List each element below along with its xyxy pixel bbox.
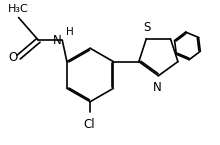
Text: H: H [66,27,74,37]
Text: S: S [144,21,151,34]
Text: O: O [8,51,17,64]
Text: N: N [153,81,162,94]
Text: H₃C: H₃C [8,4,29,14]
Text: Cl: Cl [83,118,95,130]
Text: N: N [53,34,61,47]
